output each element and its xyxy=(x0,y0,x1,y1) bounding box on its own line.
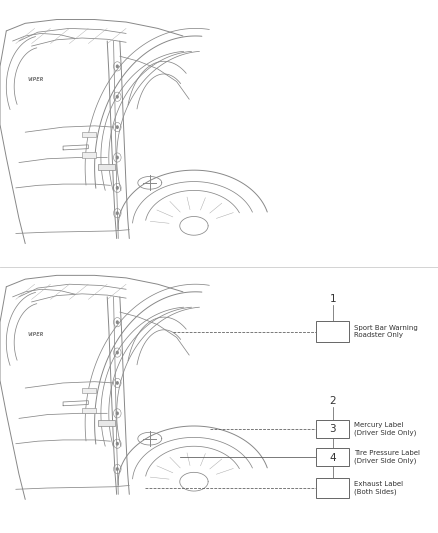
Circle shape xyxy=(116,411,119,415)
Circle shape xyxy=(116,381,119,385)
Bar xyxy=(316,478,350,498)
Text: VIPER: VIPER xyxy=(28,333,44,337)
Bar xyxy=(82,388,96,393)
Circle shape xyxy=(116,156,119,159)
Bar xyxy=(82,408,96,414)
Circle shape xyxy=(116,351,119,354)
Bar xyxy=(316,448,350,466)
Bar xyxy=(82,152,96,158)
Circle shape xyxy=(116,125,119,129)
Circle shape xyxy=(116,442,119,446)
Circle shape xyxy=(116,467,119,471)
Text: Exhaust Label
(Both Sides): Exhaust Label (Both Sides) xyxy=(354,481,403,495)
Text: 3: 3 xyxy=(329,424,336,434)
Bar xyxy=(98,419,115,426)
Bar xyxy=(316,420,350,438)
Bar xyxy=(82,132,96,138)
Circle shape xyxy=(116,95,119,99)
Circle shape xyxy=(116,64,119,68)
Text: Tire Pressure Label
(Driver Side Only): Tire Pressure Label (Driver Side Only) xyxy=(354,450,420,464)
Text: 1: 1 xyxy=(329,294,336,304)
Text: Sport Bar Warning
Roadster Only: Sport Bar Warning Roadster Only xyxy=(354,325,417,338)
Text: VIPER: VIPER xyxy=(28,77,44,82)
Text: Mercury Label
(Driver Side Only): Mercury Label (Driver Side Only) xyxy=(354,422,416,436)
Circle shape xyxy=(116,320,119,324)
Bar xyxy=(98,164,115,170)
Circle shape xyxy=(116,186,119,190)
Circle shape xyxy=(116,211,119,215)
Text: 4: 4 xyxy=(329,453,336,463)
Text: 2: 2 xyxy=(329,396,336,406)
Bar xyxy=(316,321,350,342)
